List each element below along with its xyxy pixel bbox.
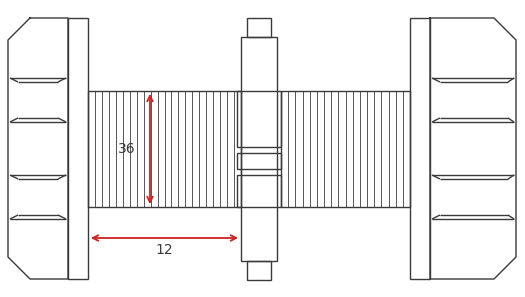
Bar bbox=[237, 175, 281, 207]
Text: 36: 36 bbox=[118, 142, 136, 156]
Bar bbox=[410, 18, 430, 279]
Bar bbox=[247, 18, 271, 37]
Bar bbox=[88, 91, 241, 207]
Text: 12: 12 bbox=[155, 243, 173, 257]
Bar bbox=[281, 91, 410, 207]
Bar bbox=[68, 18, 88, 279]
Bar bbox=[241, 37, 277, 261]
Bar bbox=[247, 261, 271, 280]
Bar bbox=[237, 91, 281, 147]
Bar bbox=[237, 153, 281, 169]
